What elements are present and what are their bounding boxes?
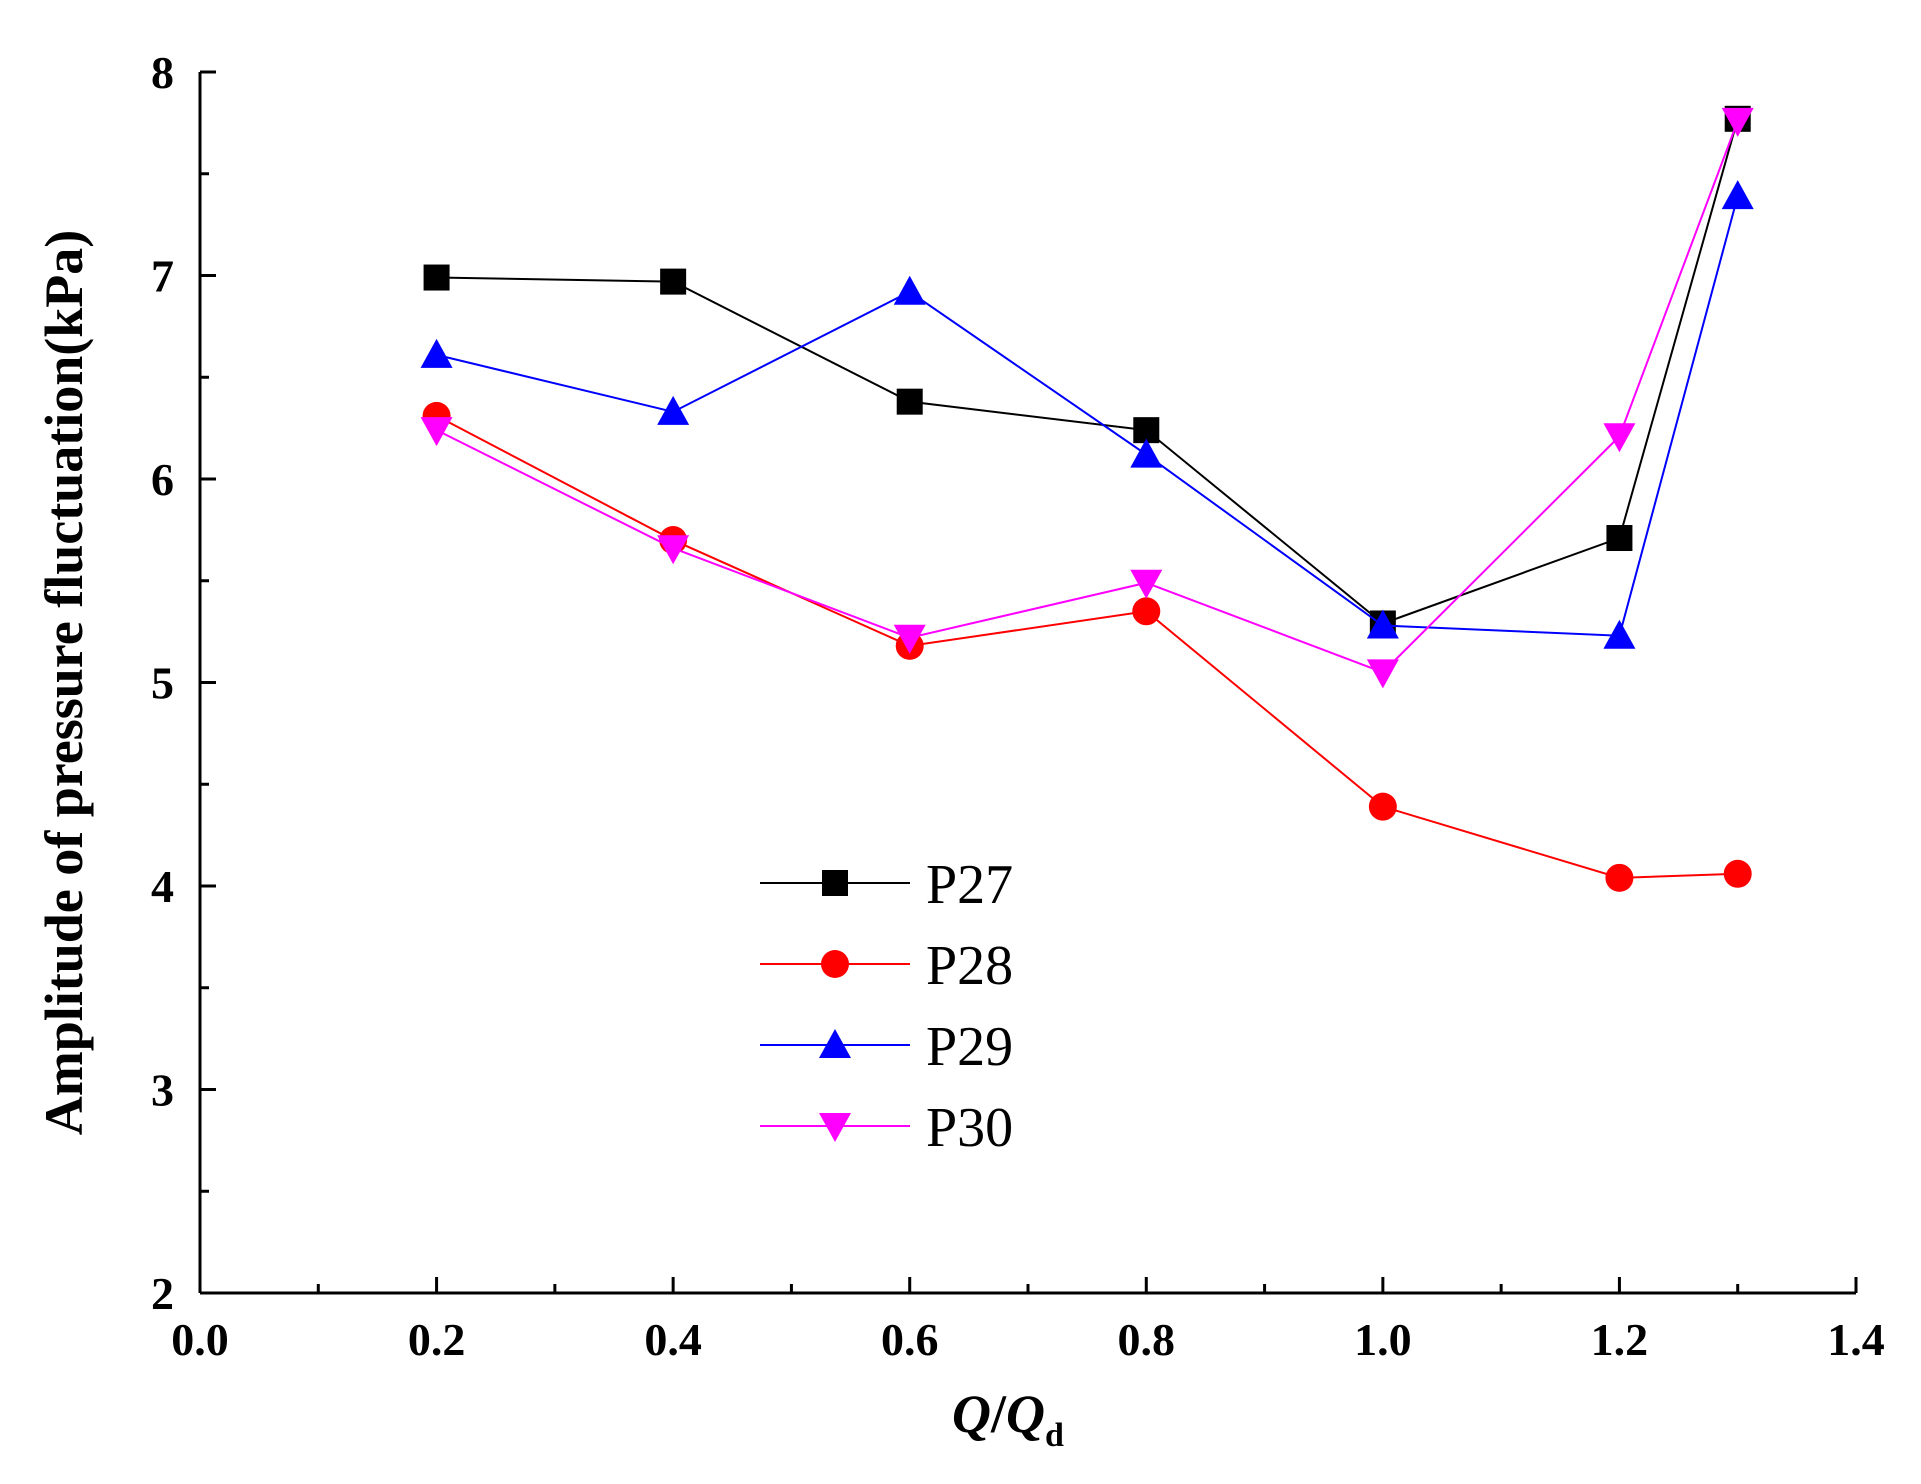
y-tick-label: 2: [151, 1268, 174, 1319]
series-p30-point: [893, 624, 926, 654]
series-p29-point: [657, 395, 690, 425]
series-p29-point: [1366, 609, 1399, 639]
axes: 0.0 0.2 0.4 0.6 0.8 1.0 1.2 1.4 2 3 4 5 6 7 8 Amplitude…: [34, 47, 1885, 1454]
series-p29-line: [436, 195, 1739, 637]
x-tick-label: 0.4: [644, 1314, 702, 1365]
y-tick-label: 6: [151, 454, 174, 505]
y-tick-label: 3: [151, 1065, 174, 1116]
series-p28-point: [1605, 863, 1634, 892]
y-tick-label: 5: [151, 658, 174, 709]
series-p30-point: [657, 535, 690, 565]
series-p30-point: [1721, 107, 1754, 137]
series-p30: [420, 107, 1754, 689]
x-tick-label: 1.0: [1354, 1314, 1412, 1365]
x-axis-title-subscript: d: [1045, 1417, 1064, 1454]
series-p27-point: [660, 268, 687, 295]
series-p28-line: [436, 415, 1738, 879]
series-p28: [422, 401, 1752, 892]
series-p29: [420, 180, 1754, 649]
series-p29-point: [1721, 180, 1754, 210]
series-p28-point: [1723, 859, 1752, 888]
y-tick-label: 7: [151, 251, 174, 302]
x-axis-title-qd: Q: [1006, 1384, 1045, 1444]
series-layer: [420, 105, 1754, 892]
series-p29-point: [893, 275, 926, 305]
series-p30-point: [420, 417, 453, 447]
x-tick-label: 1.4: [1827, 1314, 1885, 1365]
series-p30-point: [1366, 659, 1399, 689]
legend-p27-label: P27: [926, 854, 1013, 916]
legend-p29-label: P29: [926, 1016, 1013, 1078]
x-tick-label: 0.2: [408, 1314, 466, 1365]
series-p27-point: [1606, 525, 1633, 552]
legend-p27-marker: [822, 870, 848, 896]
legend-p28-marker: [821, 950, 849, 978]
x-tick-label: 0.0: [171, 1314, 229, 1365]
x-tick-label: 0.6: [881, 1314, 939, 1365]
legend-p28-label: P28: [926, 935, 1013, 997]
series-p29-point: [1603, 619, 1636, 649]
legend-p30-label: P30: [926, 1097, 1013, 1159]
y-tick-label: 8: [151, 47, 174, 98]
x-axis-title: Q/Qd: [952, 1384, 1064, 1454]
series-p27-line: [436, 118, 1739, 625]
legend-p29-marker: [819, 1029, 851, 1058]
series-p30-line: [436, 120, 1739, 674]
x-axis-title-slash: /: [990, 1384, 1007, 1444]
series-p28-point: [1368, 792, 1397, 821]
series-p27: [423, 105, 1751, 637]
series-p30-point: [1130, 569, 1163, 599]
x-tick-label: 1.2: [1591, 1314, 1649, 1365]
series-p28-point: [1132, 597, 1161, 626]
series-p27-point: [896, 388, 923, 415]
series-p29-point: [420, 338, 453, 368]
legend: P27 P28 P29 P30: [760, 854, 1013, 1159]
series-p29-point: [1130, 438, 1163, 468]
legend-p30-marker: [819, 1113, 851, 1142]
y-tick-label: 4: [151, 861, 174, 912]
y-axis-title: Amplitude of pressure fluctuation(kPa): [34, 230, 94, 1136]
series-p27-point: [423, 264, 450, 291]
x-tick-label: 0.8: [1118, 1314, 1176, 1365]
x-axis-title-q: Q: [952, 1384, 991, 1444]
series-p30-point: [1603, 423, 1636, 453]
